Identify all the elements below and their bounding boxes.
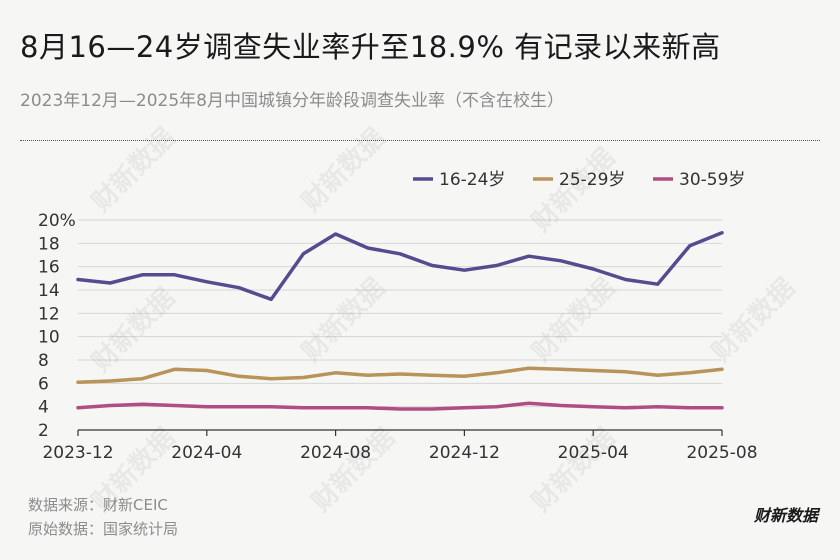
- y-tick-label: 16: [38, 258, 60, 278]
- series-line: [76, 231, 724, 302]
- x-tick-label: 2025-04: [558, 443, 629, 463]
- y-tick-label: 14: [38, 281, 60, 301]
- divider: [20, 140, 820, 141]
- legend-label: 30-59岁: [679, 170, 745, 190]
- brand-logo: 财新数据: [753, 506, 818, 525]
- y-tick-label: 18: [38, 234, 60, 254]
- chart-subtitle: 2023年12月—2025年8月中国城镇分年龄段调查失业率（不含在校生）: [20, 91, 564, 111]
- y-tick-label: 4: [38, 398, 49, 418]
- x-tick-label: 2024-12: [429, 443, 500, 463]
- y-tick-label: 20%: [38, 211, 76, 231]
- raw-data-source: 原始数据：国家统计局: [28, 520, 179, 538]
- series-line: [76, 366, 724, 384]
- series-line: [76, 401, 724, 411]
- x-tick-label: 2024-08: [300, 443, 371, 463]
- y-tick-label: 2: [38, 421, 49, 441]
- y-tick-label: 8: [38, 351, 49, 371]
- legend-label: 25-29岁: [559, 170, 625, 190]
- line-chart: 2 4 6 8 10 12 14 16 18 20% 2023-12 2024-04 2024-08 20…: [38, 170, 758, 463]
- x-tick-label: 2023-12: [42, 443, 113, 463]
- x-tick-label: 2025-08: [686, 443, 757, 463]
- data-source: 数据来源：财新CEIC: [28, 496, 168, 514]
- legend-label: 16-24岁: [439, 170, 505, 190]
- y-tick-label: 10: [38, 328, 60, 348]
- x-tick-label: 2024-04: [171, 443, 242, 463]
- chart-title: 8月16—24岁调查失业率升至18.9% 有记录以来新高: [20, 30, 721, 64]
- y-tick-label: 12: [38, 304, 60, 324]
- y-tick-label: 6: [38, 374, 49, 394]
